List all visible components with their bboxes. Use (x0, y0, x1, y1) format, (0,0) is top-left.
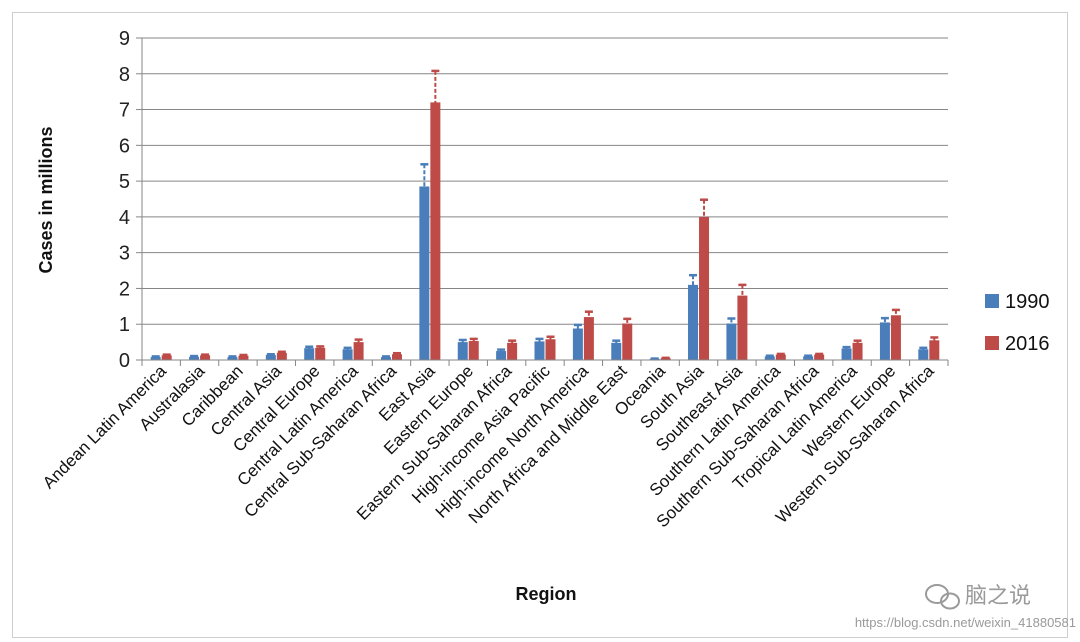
y-tick-label: 9 (119, 28, 130, 50)
watermark: 脑之说 https://blog.csdn.net/weixin_4188058… (855, 583, 1076, 630)
bar-2016 (353, 342, 364, 360)
error-bars (151, 69, 939, 361)
bar-1990 (572, 328, 583, 360)
y-tick-label: 7 (119, 100, 130, 122)
bar-1990 (342, 349, 353, 360)
y-tick-label: 6 (119, 135, 130, 157)
bars (150, 102, 940, 361)
bar-1990 (457, 342, 468, 360)
bar-1990 (496, 351, 507, 360)
bar-2016 (161, 355, 172, 360)
bar-1990 (265, 354, 276, 360)
bar-1990 (304, 348, 315, 360)
category-labels: Andean Latin AmericaAustralasiaCaribbean… (39, 361, 938, 531)
y-tick-label: 5 (119, 171, 130, 193)
bar-2016 (391, 354, 402, 360)
bar-2016 (814, 354, 825, 360)
bar-2016 (238, 355, 249, 360)
legend-swatch-1990 (985, 294, 999, 308)
bar-2016 (775, 354, 786, 360)
bar-2016 (200, 355, 211, 360)
legend-label-2016: 2016 (1005, 333, 1050, 355)
y-tick-label: 0 (119, 350, 130, 372)
bar-2016 (430, 102, 441, 361)
y-tick-label: 4 (119, 207, 130, 229)
bar-1990 (688, 284, 699, 360)
chart-frame (12, 12, 1068, 638)
bar-2016 (545, 339, 556, 360)
bar-2016 (468, 341, 479, 360)
x-axis-title: Region (516, 584, 577, 604)
bar-1990 (918, 349, 929, 360)
bar-2016 (929, 340, 940, 360)
bar-1990 (841, 348, 852, 360)
bar-1990 (419, 186, 430, 360)
legend: 1990 2016 (985, 291, 1050, 355)
bar-2016 (890, 315, 901, 360)
bar-2016 (852, 342, 863, 360)
wechat-icon (925, 584, 960, 610)
legend-swatch-2016 (985, 336, 999, 350)
x-tick-marks (141, 360, 949, 366)
bar-2016 (507, 342, 518, 360)
bar-2016 (276, 352, 287, 360)
bar-2016 (315, 347, 326, 360)
watermark-url: https://blog.csdn.net/weixin_41880581 (855, 615, 1076, 630)
bar-1990 (611, 342, 622, 360)
bar-1990 (726, 323, 737, 360)
gridlines (142, 37, 948, 325)
bar-1990 (534, 341, 545, 360)
legend-label-1990: 1990 (1005, 291, 1050, 313)
y-axis-title: Cases in millions (36, 126, 56, 273)
y-tick-label: 3 (119, 243, 130, 265)
y-tick-label: 2 (119, 278, 130, 300)
watermark-brand: 脑之说 (965, 583, 1031, 608)
y-tick-label: 1 (119, 314, 130, 336)
y-tick-label: 8 (119, 64, 130, 86)
bar-2016 (737, 295, 748, 360)
y-tick-labels: 0 1 2 3 4 5 6 7 8 9 (119, 28, 142, 372)
bar-2016 (699, 216, 710, 360)
bar-2016 (583, 317, 594, 360)
bar-2016 (622, 323, 633, 360)
bar-1990 (879, 322, 890, 360)
